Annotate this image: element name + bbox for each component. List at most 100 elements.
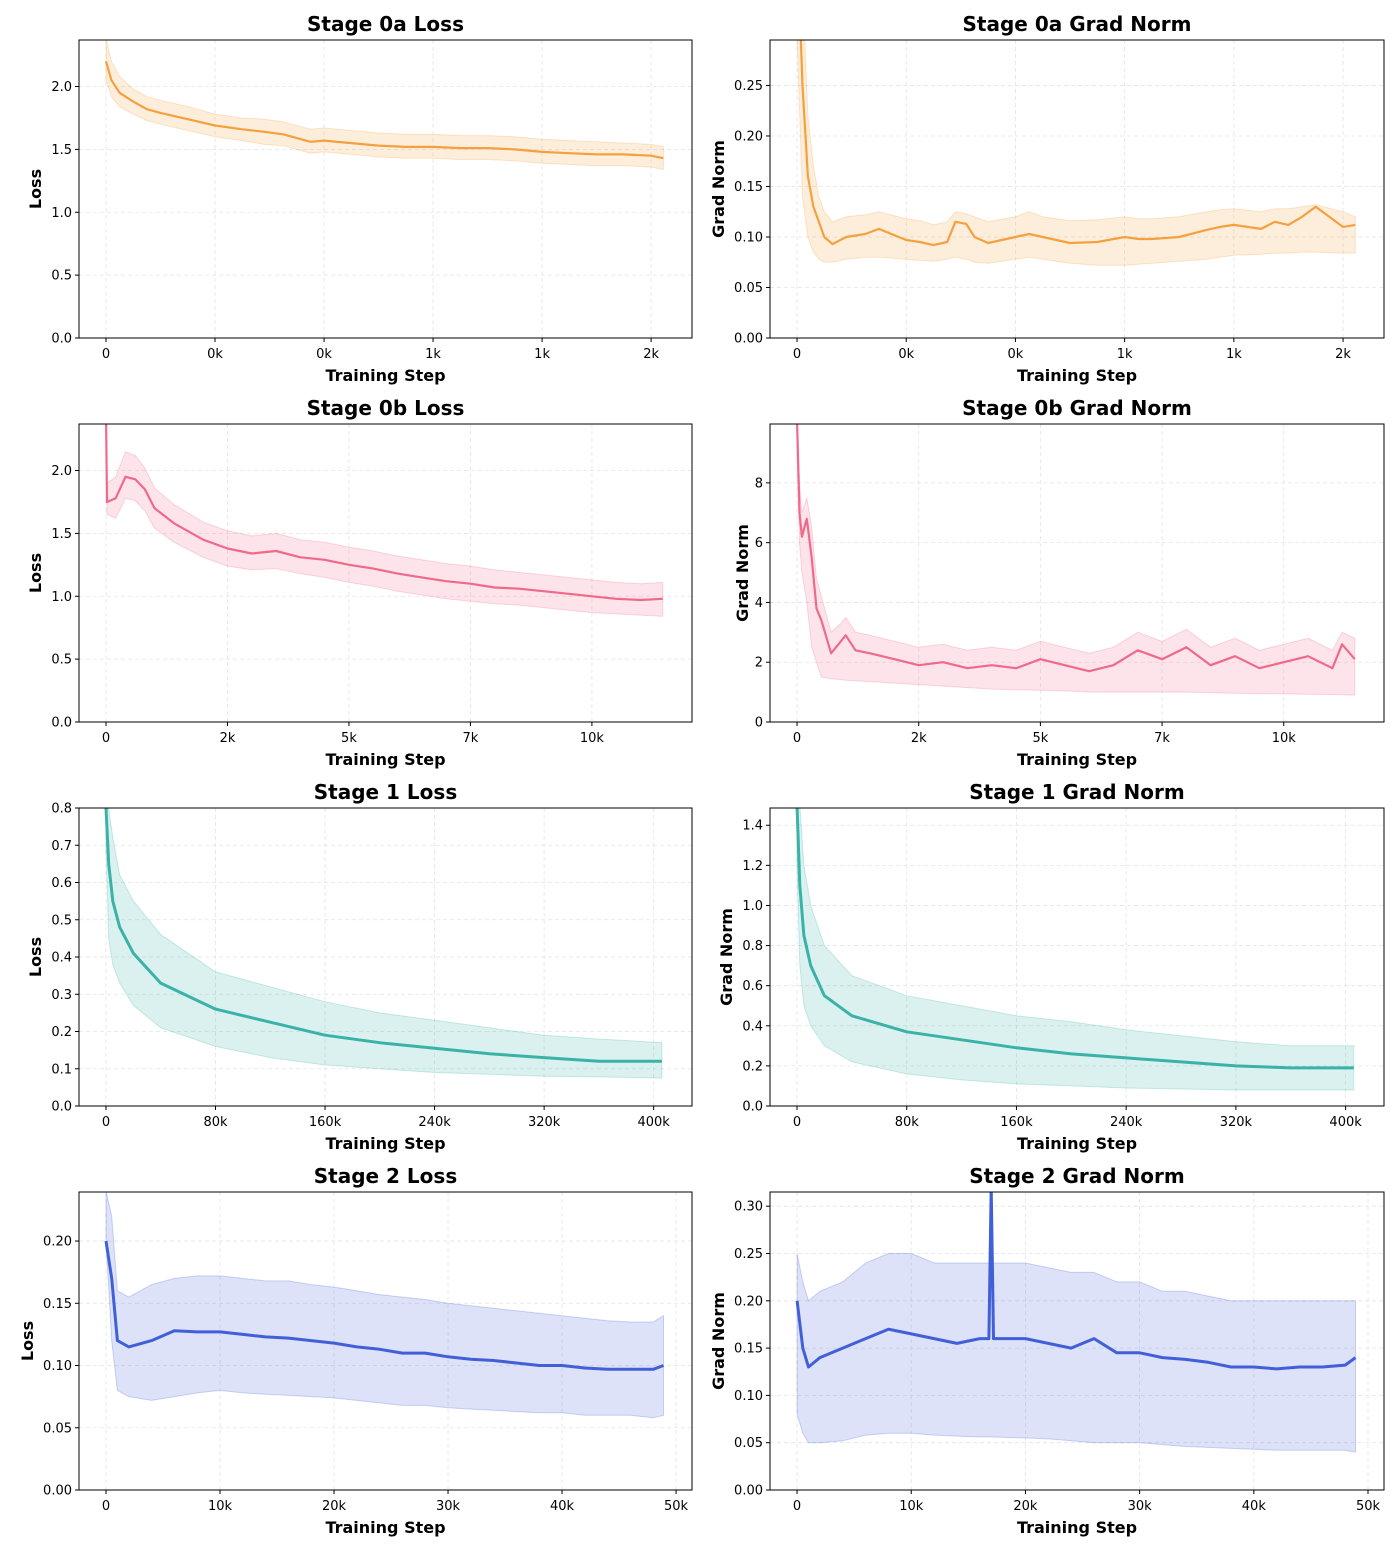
axes-frame	[78, 1191, 693, 1491]
x-tick-label: 10k	[208, 1499, 233, 1514]
y-tick-label: 0.1	[51, 1062, 72, 1077]
y-tick-label: 0.0	[51, 332, 72, 347]
x-tick-label: 40k	[1242, 1499, 1267, 1514]
y-tick-label: 1.0	[742, 899, 763, 914]
std-band	[796, 808, 1355, 1091]
y-axis-label: Loss	[26, 937, 45, 977]
y-axis-label: Loss	[26, 553, 45, 593]
std-band	[105, 40, 664, 171]
std-band	[105, 424, 664, 617]
x-tick-label: 10k	[580, 731, 605, 746]
plot-area	[795, 1192, 1357, 1453]
plot-area	[104, 1192, 665, 1419]
subplot-title: Stage 0b Loss	[307, 396, 465, 420]
y-tick-label: 1.0	[51, 590, 72, 605]
x-axis-label: Training Step	[325, 750, 445, 769]
x-tick-label: 30k	[436, 1499, 461, 1514]
y-tick-label: 0.15	[43, 1297, 72, 1312]
subplot-8: 0 10k 20k 30k 40k 50k 0.00 0.05 0.10 0.15 0.20 0.25…	[709, 1164, 1385, 1537]
x-tick-label: 1k	[1226, 347, 1242, 362]
x-tick-label: 50k	[664, 1499, 689, 1514]
y-tick-label: 0.5	[51, 653, 72, 668]
axes-frame	[769, 1191, 1385, 1491]
subplot-3: 0 2k 5k 7k 10k 0.0 0.5 1.0 1.5 2.0 Stage 0b Loss Tr…	[26, 396, 693, 769]
y-tick-label: 0.25	[734, 79, 763, 94]
y-tick-label: 4	[755, 596, 763, 611]
y-tick-label: 2.0	[51, 80, 72, 95]
plot-area	[104, 808, 663, 1079]
y-tick-label: 0.20	[734, 1294, 763, 1309]
x-tick-label: 0	[102, 731, 110, 746]
x-tick-label: 240k	[418, 1115, 451, 1130]
x-tick-label: 2k	[1335, 347, 1351, 362]
y-tick-label: 1.0	[51, 206, 72, 221]
x-tick-label: 2k	[220, 731, 236, 746]
x-axis-label: Training Step	[325, 1134, 445, 1153]
y-axis-label: Loss	[26, 169, 45, 209]
x-tick-label: 2k	[643, 347, 659, 362]
x-tick-label: 320k	[528, 1115, 561, 1130]
y-tick-label: 0.10	[43, 1359, 72, 1374]
x-tick-label: 10k	[1272, 731, 1297, 746]
x-axis-label: Training Step	[325, 1518, 445, 1537]
plot-area	[104, 40, 664, 171]
y-tick-label: 0.00	[43, 1484, 72, 1499]
y-tick-label: 1.5	[51, 527, 72, 542]
subplot-6: 0 80k 160k 240k 320k 400k 0.0 0.2 0.4 0.6 0.8 1.0 1.…	[717, 780, 1385, 1153]
y-tick-label: 0.0	[51, 1100, 72, 1115]
x-tick-label: 400k	[637, 1115, 670, 1130]
x-tick-label: 1k	[425, 347, 441, 362]
subplot-title: Stage 0a Loss	[307, 12, 464, 36]
y-tick-label: 0.05	[734, 1436, 763, 1451]
y-tick-label: 0.5	[51, 913, 72, 928]
x-tick-label: 80k	[203, 1115, 228, 1130]
y-axis-label: Loss	[18, 1321, 37, 1361]
x-tick-label: 400k	[1329, 1115, 1362, 1130]
x-tick-label: 0	[102, 1499, 110, 1514]
x-tick-label: 50k	[1356, 1499, 1381, 1514]
x-axis-label: Training Step	[325, 366, 445, 385]
y-tick-label: 1.5	[51, 143, 72, 158]
std-band	[796, 424, 1356, 696]
x-tick-label: 5k	[341, 731, 357, 746]
y-tick-label: 0.6	[742, 979, 763, 994]
mean-line	[799, 40, 1356, 247]
y-tick-label: 0.15	[734, 1342, 763, 1357]
y-tick-label: 2	[755, 656, 763, 671]
x-tick-label: 20k	[322, 1499, 347, 1514]
y-tick-label: 0	[755, 716, 763, 731]
y-tick-label: 0.3	[51, 988, 72, 1003]
axes-frame	[78, 423, 693, 723]
axes-frame	[769, 39, 1385, 339]
y-tick-label: 0.20	[43, 1235, 72, 1250]
plot-area	[796, 40, 1356, 266]
x-tick-label: 0	[102, 1115, 110, 1130]
y-tick-label: 0.05	[734, 281, 763, 296]
x-tick-label: 240k	[1110, 1115, 1143, 1130]
mean-line	[104, 61, 664, 160]
y-tick-label: 0.15	[734, 180, 763, 195]
x-tick-label: 10k	[899, 1499, 924, 1514]
y-tick-label: 0.2	[742, 1059, 763, 1074]
y-axis-label: Grad Norm	[717, 908, 736, 1006]
x-axis-label: Training Step	[1017, 1518, 1137, 1537]
x-axis-label: Training Step	[1017, 366, 1137, 385]
subplot-5: 0 80k 160k 240k 320k 400k 0.0 0.1 0.2 0.3 0.4 0.5 0.…	[26, 780, 693, 1153]
y-tick-label: 0.4	[742, 1019, 763, 1034]
y-axis-label: Grad Norm	[709, 140, 728, 238]
x-tick-label: 320k	[1220, 1115, 1253, 1130]
subplot-title: Stage 2 Loss	[314, 1164, 457, 1188]
mean-line	[104, 808, 662, 1063]
x-tick-label: 0	[793, 1115, 801, 1130]
y-tick-label: 0.8	[51, 802, 72, 817]
axes-frame	[78, 39, 693, 339]
axes-frame	[769, 423, 1385, 723]
mean-line	[795, 808, 1354, 1070]
mean-line	[795, 1192, 1357, 1371]
y-tick-label: 0.00	[734, 332, 763, 347]
subplot-2: 0 0k 0k 1k 1k 2k 0.00 0.05 0.10 0.15 0.20 0.25 Stage…	[709, 12, 1385, 385]
y-tick-label: 0.7	[51, 839, 72, 854]
subplot-1: 0 0k 0k 1k 1k 2k 0.0 0.5 1.0 1.5 2.0 Stage 0a Loss T…	[26, 12, 693, 385]
plot-area	[105, 424, 664, 617]
